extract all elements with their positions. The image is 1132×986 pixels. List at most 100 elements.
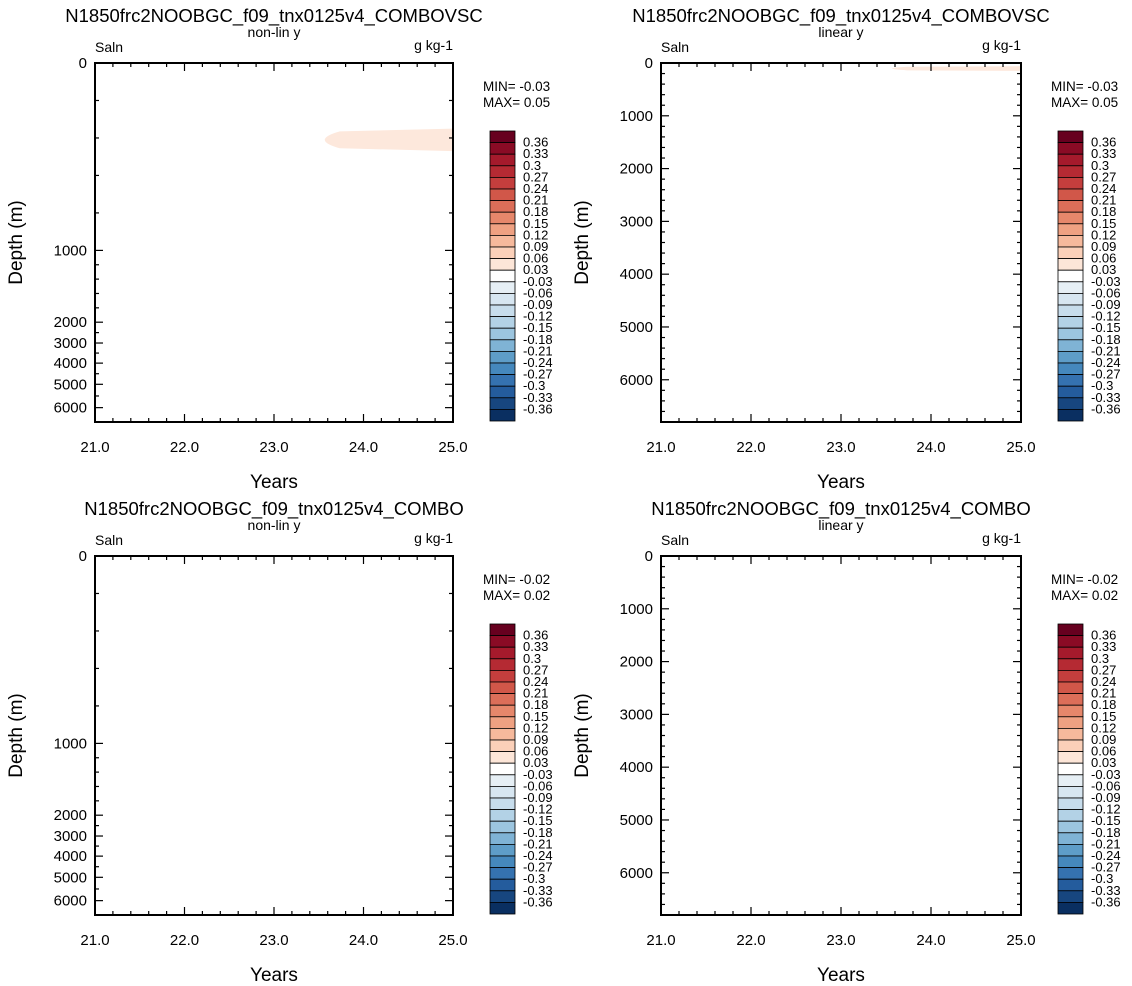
y-tick-label: 5000 — [54, 869, 87, 886]
axis-mode-label: linear y — [818, 517, 863, 533]
colorbar-swatch — [489, 211, 516, 225]
units-label: g kg-1 — [414, 530, 453, 546]
y-tick-label: 2000 — [620, 654, 653, 671]
colorbar-label: 0.33 — [1091, 146, 1116, 161]
colorbar-label: -0.33 — [523, 390, 553, 405]
colorbar-swatch — [1057, 635, 1084, 648]
colorbar-label: -0.24 — [1091, 355, 1121, 370]
x-tick-label: 23.0 — [259, 932, 288, 949]
colorbar-label: 0.12 — [523, 227, 548, 242]
colorbar-label: -0.03 — [523, 274, 553, 289]
colorbar-label: -0.15 — [523, 813, 553, 828]
colorbar-swatch — [489, 670, 516, 683]
variable-label: Saln — [95, 532, 123, 548]
colorbar-swatch — [489, 855, 516, 869]
colorbar-label: 0.12 — [523, 720, 548, 735]
colorbar-label: -0.21 — [1091, 836, 1121, 851]
colorbar-swatch — [489, 832, 516, 845]
units-label: g kg-1 — [982, 530, 1021, 546]
colorbar-swatch — [489, 658, 516, 671]
colorbar-swatch — [1057, 142, 1084, 155]
colorbar-label: 0.24 — [523, 674, 548, 689]
colorbar-swatch — [1057, 281, 1084, 294]
colorbar-label: 0.33 — [1091, 639, 1116, 654]
colorbar-swatch — [1057, 797, 1084, 811]
variable-label: Saln — [661, 39, 689, 55]
colorbar-label: -0.24 — [1091, 848, 1121, 863]
colorbar-swatch — [489, 635, 516, 648]
y-tick-label: 4000 — [54, 355, 87, 372]
colorbar-swatch — [1057, 374, 1084, 387]
x-tick-label: 23.0 — [826, 439, 855, 456]
y-tick-label: 1000 — [54, 735, 87, 752]
colorbar-swatch — [489, 223, 516, 236]
colorbar: 0.360.330.30.270.240.210.180.150.120.090… — [1057, 623, 1121, 915]
colorbar-swatch — [489, 327, 516, 341]
colorbar-label: -0.09 — [523, 790, 553, 805]
colorbar-swatch — [1057, 844, 1084, 857]
colorbar: 0.360.330.30.270.240.210.180.150.120.090… — [489, 623, 553, 915]
y-axis-title: Depth (m) — [572, 200, 593, 284]
colorbar-label: -0.15 — [1091, 813, 1121, 828]
colorbar-label: -0.36 — [523, 401, 553, 416]
y-tick-label: 5000 — [620, 812, 653, 829]
units-label: g kg-1 — [982, 37, 1021, 53]
colorbar-label: 0.36 — [1091, 135, 1116, 150]
colorbar-label: 0.03 — [1091, 755, 1116, 770]
colorbar-swatch — [489, 774, 516, 787]
colorbar-swatch — [1057, 269, 1084, 283]
colorbar-swatch — [489, 751, 516, 764]
colorbar-label: 0.36 — [523, 628, 548, 643]
colorbar-label: 0.21 — [523, 193, 548, 208]
colorbar-swatch — [1057, 292, 1084, 306]
colorbar-swatch — [1057, 258, 1084, 271]
y-tick-label: 1000 — [620, 108, 653, 125]
colorbar-label: 0.09 — [523, 732, 548, 747]
colorbar-swatch — [489, 362, 516, 376]
colorbar-label: -0.06 — [1091, 778, 1121, 793]
colorbar-label: 0.09 — [1091, 732, 1116, 747]
min-label: MIN= -0.03 — [483, 79, 550, 94]
colorbar-label: 0.27 — [523, 662, 548, 677]
colorbar-label: -0.33 — [1091, 390, 1121, 405]
colorbar-swatch — [489, 165, 516, 178]
colorbar-label: -0.03 — [1091, 274, 1121, 289]
colorbar-swatch — [1057, 774, 1084, 787]
axis-mode-label: linear y — [818, 24, 863, 40]
colorbar-swatch — [1057, 681, 1084, 695]
colorbar: 0.360.330.30.270.240.210.180.150.120.090… — [489, 130, 553, 422]
colorbar-label: -0.15 — [1091, 320, 1121, 335]
colorbar-label: -0.12 — [523, 309, 553, 324]
colorbar-label: 0.27 — [1091, 169, 1116, 184]
colorbar-swatch — [1057, 623, 1084, 637]
chart-title: N1850frc2NOOBGC_f09_tnx0125v4_COMBO — [651, 498, 1030, 520]
colorbar-swatch — [1057, 316, 1084, 329]
colorbar-label: -0.27 — [523, 860, 553, 875]
y-tick-label: 0 — [79, 55, 87, 72]
chart-title: N1850frc2NOOBGC_f09_tnx0125v4_COMBOVSC — [65, 5, 482, 27]
colorbar-label: 0.06 — [523, 251, 548, 266]
colorbar-swatch — [489, 704, 516, 718]
colorbar-swatch — [1057, 786, 1084, 799]
colorbar-label: 0.18 — [523, 697, 548, 712]
colorbar-swatch — [489, 890, 516, 903]
colorbar-label: -0.27 — [1091, 860, 1121, 875]
colorbar-label: -0.33 — [1091, 883, 1121, 898]
colorbar-label: 0.15 — [523, 709, 548, 724]
colorbar-label: 0.06 — [1091, 251, 1116, 266]
colorbar-swatch — [489, 797, 516, 811]
colorbar-label: -0.15 — [523, 320, 553, 335]
colorbar-label: 0.21 — [523, 686, 548, 701]
colorbar-label: 0.24 — [523, 181, 548, 196]
colorbar-label: 0.03 — [523, 262, 548, 277]
colorbar-swatch — [1057, 809, 1084, 822]
colorbar-swatch — [1057, 130, 1084, 144]
colorbar-label: 0.06 — [1091, 744, 1116, 759]
x-tick-label: 25.0 — [1006, 439, 1035, 456]
colorbar-label: -0.21 — [523, 343, 553, 358]
y-tick-label: 0 — [645, 548, 653, 565]
colorbar-swatch — [489, 397, 516, 410]
chart-panel-2: 21.0 22.0 23.0 24.0 25.0 0 1000 2000 3000 4000 500… — [572, 5, 1121, 493]
colorbar-swatch — [1057, 200, 1084, 213]
